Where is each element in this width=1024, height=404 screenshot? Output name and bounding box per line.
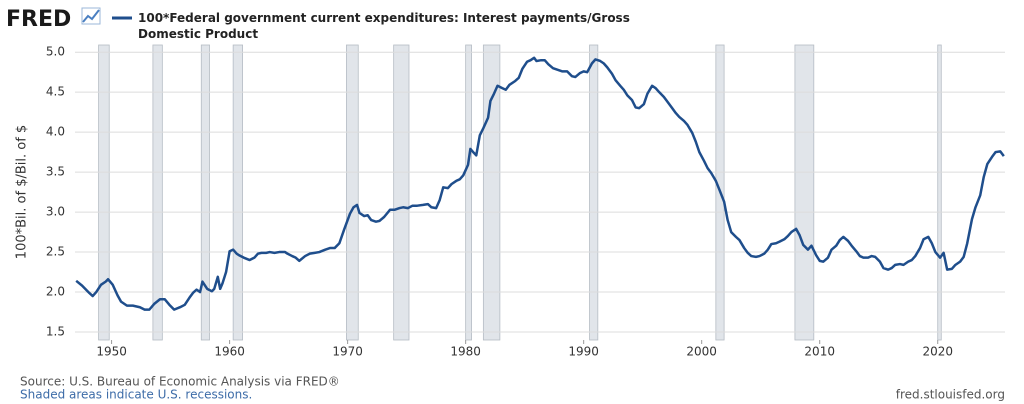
logo-icon <box>81 7 101 25</box>
x-tick-label: 1980 <box>450 345 481 359</box>
y-tick-label: 2.5 <box>46 245 65 259</box>
x-tick-label: 1960 <box>214 345 245 359</box>
recession-band <box>98 44 110 341</box>
y-tick-label: 4.0 <box>46 125 65 139</box>
legend-label: 100*Federal government current expenditu… <box>138 11 630 41</box>
recession-band <box>232 44 243 341</box>
recession-band <box>152 44 163 341</box>
recession-band <box>465 44 472 341</box>
y-tick-label: 4.5 <box>46 85 65 99</box>
y-tick-label: 3.5 <box>46 165 65 179</box>
recession-band <box>794 44 815 341</box>
y-tick-label: 2.0 <box>46 285 65 299</box>
recession-band <box>589 44 599 341</box>
logo-icon-line <box>82 9 100 23</box>
x-tick-label: 1990 <box>568 345 599 359</box>
recession-band <box>937 44 942 341</box>
logo: FRED <box>6 7 71 32</box>
x-tick-label: 1950 <box>96 345 127 359</box>
x-tick-label: 2000 <box>686 345 717 359</box>
y-tick-label: 1.5 <box>46 325 65 339</box>
x-tick-label: 2020 <box>922 345 953 359</box>
logo-icon-frame <box>81 7 101 25</box>
recession-band <box>200 44 210 341</box>
recession-band <box>393 44 410 341</box>
y-tick-label: 5.0 <box>46 45 65 59</box>
x-tick-label: 1970 <box>332 345 363 359</box>
url: fred.stlouisfed.org <box>896 388 1005 402</box>
recession-band <box>482 44 501 341</box>
source: Source: U.S. Bureau of Economic Analysis… <box>20 375 340 389</box>
y-axis-label: 100*Bil. of $/Bil. of $ <box>15 125 30 259</box>
recession-band <box>346 44 359 341</box>
y-tick-label: 3.0 <box>46 205 65 219</box>
recession-note: Shaded areas indicate U.S. recessions. <box>20 388 252 402</box>
x-tick-label: 2010 <box>804 345 835 359</box>
data-line <box>75 56 1005 311</box>
